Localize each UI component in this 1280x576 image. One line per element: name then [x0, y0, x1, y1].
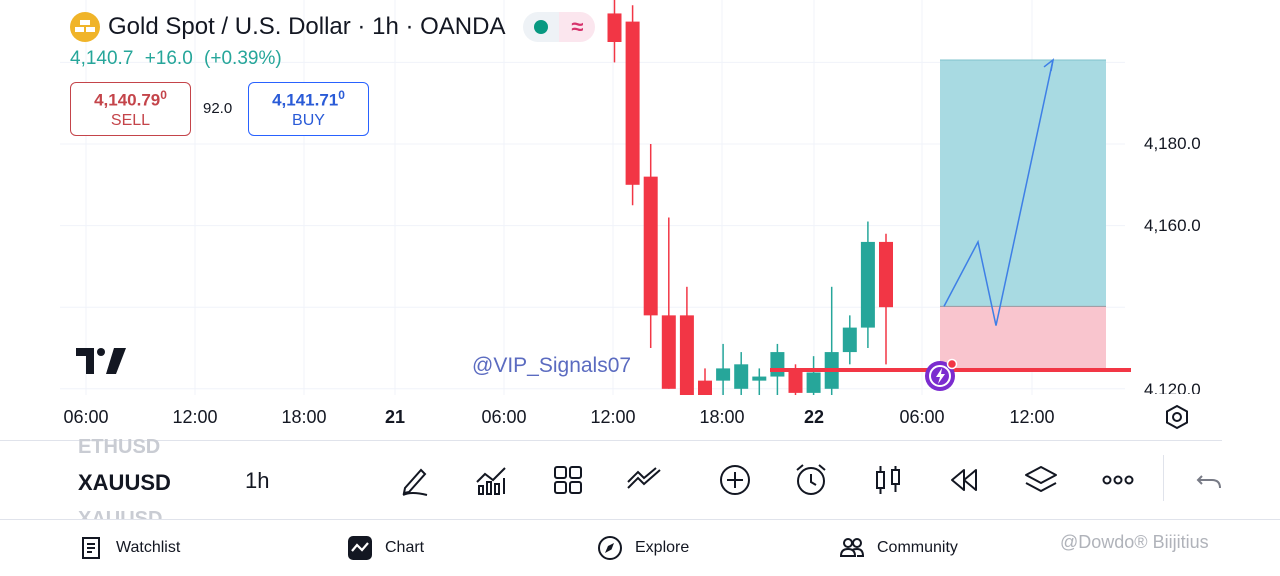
alert-clock-icon[interactable] — [793, 462, 829, 498]
candle-body — [752, 376, 767, 381]
price-tick: 4,180.0 — [1144, 134, 1201, 153]
layouts-grid-icon[interactable] — [550, 462, 586, 498]
flash-trade-icon-ring — [929, 365, 951, 387]
time-tick: 18:00 — [699, 407, 745, 427]
price-tick: 4,160.0 — [1144, 216, 1201, 235]
layers-icon[interactable] — [1023, 462, 1059, 498]
nav-chart[interactable]: Chart — [347, 534, 424, 562]
nav-label: Community — [877, 539, 958, 556]
flash-badge-dot — [946, 358, 958, 370]
sell-label: SELL — [110, 111, 151, 129]
candle-body — [661, 315, 676, 389]
nav-label: Explore — [635, 539, 690, 556]
stop-zone — [940, 306, 1106, 371]
buy-price: 4,141.71 — [272, 90, 339, 110]
target-price-tag: 4,200.6 — [1145, 49, 1202, 68]
projection-path — [943, 59, 1054, 326]
time-tick: 06:00 — [481, 407, 527, 427]
time-tick: 12:00 — [1009, 407, 1055, 427]
buy-price-fraction: 0 — [338, 88, 345, 102]
community-icon — [839, 538, 865, 557]
undo-icon[interactable] — [1192, 462, 1228, 498]
time-tick-day: 21 — [384, 407, 406, 427]
status-pills[interactable]: ≈ — [523, 12, 596, 42]
spread-value: 92.0 — [203, 100, 233, 117]
candle-body — [607, 13, 622, 43]
more-dots-icon[interactable] — [1100, 462, 1136, 498]
candle-body — [806, 372, 821, 393]
candle-body — [643, 176, 658, 316]
chart-icon — [348, 536, 372, 560]
sell-price-fraction: 0 — [160, 88, 167, 102]
candle-body — [625, 21, 640, 185]
market-open-indicator[interactable] — [523, 12, 560, 42]
symbol-header[interactable]: Gold Spot / U.S. Dollar · 1h · OANDA ≈ — [70, 10, 596, 44]
candlestick-type-icon[interactable] — [870, 462, 906, 498]
candle-body — [770, 352, 785, 377]
price-tick: 4,120.0 — [1144, 380, 1201, 394]
replay-icon[interactable] — [946, 462, 982, 498]
last-price: 4,140.7 — [70, 48, 134, 69]
tradingview-logo-icon[interactable] — [76, 348, 126, 379]
approx-data-icon[interactable]: ≈ — [559, 12, 596, 42]
time-tick: 18:00 — [281, 407, 327, 427]
add-plus-icon[interactable] — [717, 462, 753, 498]
projection-arrowhead — [1043, 58, 1055, 72]
candle-body — [698, 380, 712, 395]
candle-body — [879, 241, 893, 308]
time-tick: 12:00 — [590, 407, 636, 427]
candle-body — [860, 241, 875, 328]
drawing-pen-icon[interactable] — [397, 462, 433, 498]
stop-price-tag: 4,124.6 — [1145, 362, 1202, 381]
symbol-prev[interactable]: ETHUSD — [78, 436, 161, 458]
nav-community[interactable]: Community — [839, 534, 958, 562]
candle-body — [788, 368, 803, 393]
time-tick: 06:00 — [899, 407, 945, 427]
time-tick: 12:00 — [172, 407, 218, 427]
candle-body — [679, 315, 694, 395]
toolbar-divider — [1163, 455, 1164, 501]
candle-body — [734, 364, 749, 389]
change-percent: (+0.39%) — [204, 48, 282, 69]
sell-price: 4,140.79 — [94, 90, 161, 110]
watchlist-icon — [82, 537, 100, 559]
change-value: +16.0 — [144, 48, 193, 69]
symbol-selector[interactable]: XAUUSD — [78, 470, 171, 495]
flash-bolt — [936, 368, 945, 384]
time-tick: 06:00 — [63, 407, 109, 427]
gold-bars-icon — [70, 12, 100, 42]
current-price-tag: 4,140.2 — [1145, 298, 1202, 317]
candle-body — [716, 368, 731, 381]
chart-watermark: @VIP_Signals07 — [472, 354, 632, 377]
target-zone — [940, 59, 1106, 307]
menu-overlay-watermark[interactable]: @Dowdo® Biijitius — [1060, 532, 1209, 552]
sell-button[interactable]: 4,140.790 SELL — [70, 82, 191, 136]
interval-selector[interactable]: 1h — [245, 468, 270, 493]
nav-label: Chart — [385, 539, 425, 556]
candle-body — [842, 327, 857, 353]
nav-watchlist[interactable]: Watchlist — [78, 534, 180, 562]
buy-label: BUY — [292, 111, 325, 129]
trend-lines-icon[interactable] — [626, 462, 662, 498]
chart-area[interactable]: Gold Spot / U.S. Dollar · 1h · OANDA ≈ 4… — [0, 0, 1280, 440]
chart-settings-icon[interactable] — [1164, 404, 1190, 430]
symbol-next[interactable]: XAUUSD — [78, 508, 163, 520]
chart-toolbar — [0, 440, 1222, 518]
compass-icon — [598, 536, 622, 560]
bottom-navigation: Watchlist Chart Explore Community — [0, 519, 1280, 576]
price-chart[interactable] — [0, 0, 1280, 440]
time-tick-day: 22 — [803, 407, 825, 427]
nav-label: Watchlist — [116, 539, 181, 556]
symbol-title: Gold Spot / U.S. Dollar · 1h · OANDA — [108, 13, 506, 40]
market-open-dot — [534, 20, 549, 34]
price-change: 4,140.7 +16.0 (+0.39%) — [70, 48, 288, 70]
nav-explore[interactable]: Explore — [597, 534, 689, 562]
indicators-icon[interactable] — [473, 462, 509, 498]
buy-button[interactable]: 4,141.710 BUY — [248, 82, 369, 136]
